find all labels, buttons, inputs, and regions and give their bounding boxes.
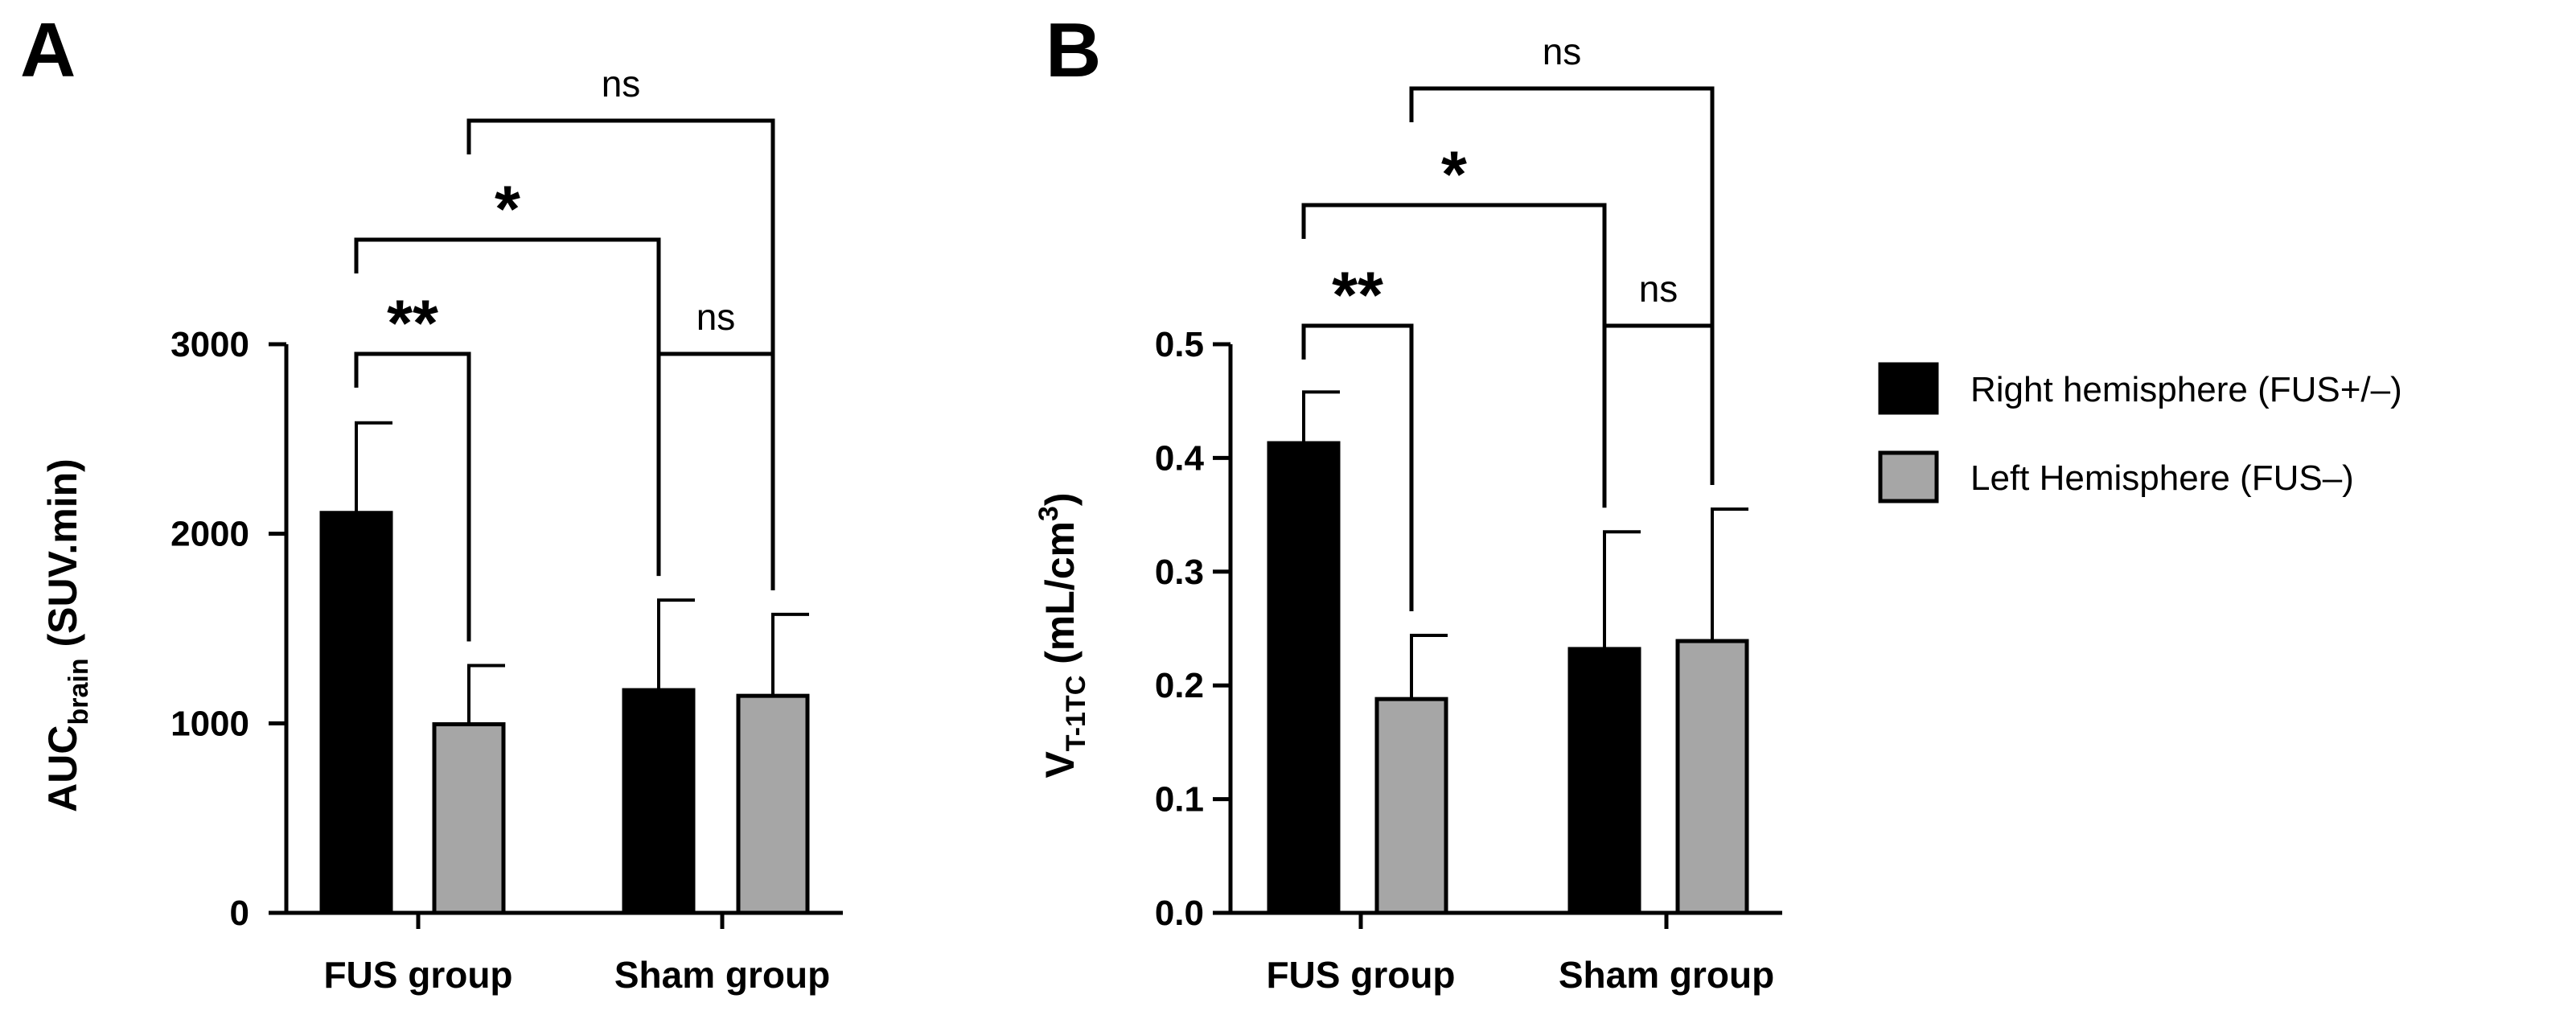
significance-bracket bbox=[354, 237, 661, 577]
y-tick-label: 0.4 bbox=[1155, 438, 1205, 478]
y-axis-label-main: AUC bbox=[40, 725, 85, 812]
y-tick-label: 0.2 bbox=[1155, 666, 1204, 705]
bar bbox=[1567, 647, 1641, 915]
x-tick-label: Sham group bbox=[614, 954, 830, 996]
bar bbox=[736, 693, 810, 915]
significance-bracket bbox=[1301, 323, 1414, 611]
panel-b: B 0.0 0.1 0.2 0.3 0.4 0.5 FUS group Sham group VT… bbox=[1033, 7, 1782, 996]
bar bbox=[1267, 441, 1341, 915]
legend-label: Left Hemisphere (FUS–) bbox=[1970, 458, 2354, 498]
y-tick-label: 0.3 bbox=[1155, 553, 1204, 592]
y-axis-label: VT-1TC (mL/cm3) bbox=[1033, 492, 1091, 778]
y-tick-label: 1000 bbox=[171, 704, 249, 743]
y-tick-label: 3000 bbox=[171, 325, 249, 364]
panel-letter: B bbox=[1046, 7, 1101, 93]
y-axis-label-superscript: 3 bbox=[1033, 506, 1064, 521]
significance-bracket bbox=[1602, 323, 1715, 486]
significance-bracket bbox=[354, 351, 471, 642]
y-tick-label: 0.5 bbox=[1155, 325, 1204, 364]
bar bbox=[622, 688, 696, 915]
x-tick-label: FUS group bbox=[1266, 954, 1455, 996]
significance-bracket bbox=[466, 118, 775, 590]
significance-label: ** bbox=[1332, 259, 1383, 332]
significance-label: ** bbox=[387, 287, 438, 360]
y-tick-label: 2000 bbox=[171, 515, 249, 554]
significance-bracket bbox=[1409, 86, 1715, 486]
significance-label: ns bbox=[602, 63, 641, 105]
significance-label: * bbox=[495, 173, 520, 246]
legend: Right hemisphere (FUS+/–) Left Hemisphere… bbox=[1878, 362, 2402, 503]
bar bbox=[319, 511, 393, 915]
panel-letter: A bbox=[20, 7, 76, 93]
legend-swatch bbox=[1878, 450, 1939, 503]
bar bbox=[1374, 697, 1448, 915]
y-tick-label: 0 bbox=[230, 894, 249, 933]
panel-a: A 0 1000 2000 3000 FUS group Sham group AUCbrai… bbox=[20, 7, 843, 996]
significance-label: ns bbox=[1639, 268, 1678, 310]
y-axis-label-subscript: brain bbox=[64, 658, 94, 725]
significance-label: * bbox=[1441, 138, 1467, 212]
y-axis-label: AUCbrain (SUV.min) bbox=[40, 458, 94, 812]
significance-bracket bbox=[656, 351, 775, 590]
bar bbox=[1675, 639, 1749, 915]
legend-label: Right hemisphere (FUS+/–) bbox=[1970, 370, 2402, 409]
legend-swatch bbox=[1878, 362, 1939, 415]
significance-label: ns bbox=[1543, 31, 1582, 72]
y-axis-label-subscript: T-1TC bbox=[1061, 676, 1091, 751]
y-axis-label-unit: (SUV.min) bbox=[40, 458, 85, 658]
y-axis-label-main: V bbox=[1037, 751, 1083, 779]
x-tick-label: Sham group bbox=[1559, 954, 1774, 996]
bar bbox=[432, 722, 506, 915]
y-tick-label: 0.1 bbox=[1155, 780, 1204, 820]
significance-bracket bbox=[1301, 203, 1607, 508]
y-axis-label-unit: (mL/cm bbox=[1037, 521, 1083, 676]
y-tick-label: 0.0 bbox=[1155, 894, 1204, 933]
y-axis-label-close: ) bbox=[1037, 492, 1083, 506]
x-tick-label: FUS group bbox=[323, 954, 512, 996]
significance-label: ns bbox=[696, 296, 736, 338]
